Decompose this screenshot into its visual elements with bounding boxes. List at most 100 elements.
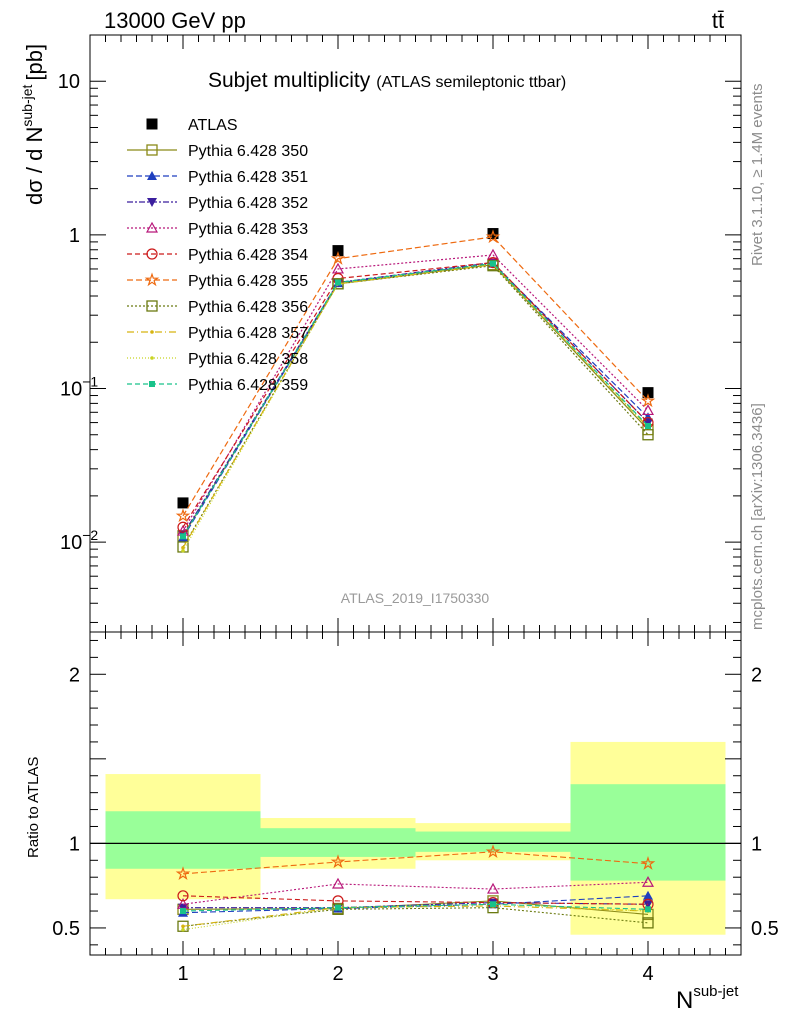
ratio-series-3: [176, 876, 655, 909]
legend-label-5: Pythia 6.428 354: [188, 247, 308, 264]
series-6: [175, 229, 656, 523]
rivet-version-label: Rivet 3.1.10, ≥ 1.4M events: [749, 84, 766, 267]
ratio-uncertainty-bands: [90, 741, 741, 935]
ratio-y-tick-left-1: 1: [69, 833, 80, 855]
ratio-series-5: [175, 844, 656, 881]
ratio-y-tick-left-2: 2: [69, 664, 80, 686]
main-plot-area: [175, 228, 656, 553]
ratio-series-9: [180, 901, 651, 915]
beam-energy-label: 13000 GeV pp: [104, 8, 246, 33]
series-10: [180, 260, 651, 540]
data-point-0-2: [487, 228, 499, 240]
ratio-y-tick-right-1: 1: [751, 833, 762, 855]
legend-entry-4: Pythia 6.428 353: [127, 221, 308, 238]
legend-entry-7: Pythia 6.428 356: [127, 299, 308, 316]
legend-label-10: Pythia 6.428 359: [188, 377, 308, 394]
y-axis-label: dσ / d Nsub-jet[pb]: [19, 44, 47, 205]
legend: ATLAS Pythia 6.428 350 Pythia 6.428 351 Pyt…: [127, 117, 308, 394]
data-point-6-3: [640, 393, 656, 408]
ratio-band-green-3: [570, 784, 726, 881]
data-point-7-3: [642, 429, 654, 441]
ratio-series-6: [177, 901, 654, 932]
x-tick-label-2: 3: [487, 963, 498, 985]
data-point-6-1: [330, 251, 346, 265]
x-axis-label: Nsub-jet: [676, 983, 739, 1014]
data-point-9-0: [181, 548, 185, 553]
legend-label-4: Pythia 6.428 353: [188, 221, 308, 238]
ratio-point-6-3: [642, 917, 654, 929]
ratio-point-5-0: [175, 866, 191, 881]
series-line-10: [182, 262, 649, 537]
legend-label-3: Pythia 6.428 352: [188, 195, 308, 212]
series-line-6: [182, 236, 649, 517]
legend-label-1: Pythia 6.428 350: [188, 143, 308, 160]
y-tick-label-3: 10−2: [60, 527, 98, 554]
data-point-0-0: [177, 497, 189, 509]
ratio-point-9-2: [490, 901, 496, 908]
legend-entry-10: Pythia 6.428 359: [127, 377, 308, 394]
y-tick-label-0: 10: [58, 71, 80, 93]
legend-label-0: ATLAS: [188, 117, 238, 134]
y-tick-label-2: 10−1: [60, 373, 98, 400]
legend-entry-8: Pythia 6.428 357: [127, 325, 308, 342]
data-point-10-0: [180, 533, 186, 540]
legend-label-2: Pythia 6.428 351: [188, 169, 308, 186]
ratio-point-5-3: [640, 855, 656, 870]
data-point-10-3: [645, 423, 651, 430]
data-point-0-1: [332, 245, 344, 257]
series-line-5: [182, 261, 649, 528]
ratio-point-8-0: [181, 927, 185, 932]
ratio-point-3-1: [331, 877, 345, 889]
legend-entry-2: Pythia 6.428 351: [127, 169, 308, 186]
data-point-10-1: [335, 279, 341, 286]
legend-entry-9: Pythia 6.428 358: [127, 351, 308, 368]
ratio-point-9-1: [335, 904, 341, 911]
ratio-point-5-1: [330, 854, 346, 869]
ratio-y-tick-right-2: 2: [751, 664, 762, 686]
ratio-point-7-0: [181, 924, 185, 929]
legend-label-7: Pythia 6.428 356: [188, 299, 308, 316]
x-tick-label-0: 1: [177, 963, 188, 985]
y-tick-label-1: 1: [69, 225, 80, 247]
ratio-point-4-0: [177, 890, 189, 902]
ratio-point-3-2: [486, 882, 500, 894]
ratio-y-axis-label: Ratio to ATLAS: [25, 757, 42, 858]
legend-label-6: Pythia 6.428 355: [188, 273, 308, 290]
ratio-point-2-3: [643, 900, 653, 910]
series-line-7: [182, 265, 649, 548]
ratio-plot-area: [175, 844, 656, 932]
ratio-y-tick-left-0: 0.5: [52, 918, 80, 940]
data-point-4-2: [486, 248, 500, 260]
data-point-7-1: [332, 278, 344, 290]
ratio-point-1-3: [643, 890, 653, 900]
series-0: [177, 228, 654, 509]
legend-entry-1: Pythia 6.428 350: [127, 143, 308, 160]
ratio-point-9-3: [645, 906, 651, 913]
series-line-8: [182, 264, 649, 548]
legend-entry-5: Pythia 6.428 354: [127, 247, 308, 264]
analysis-watermark: ATLAS_2019_I1750330: [341, 590, 490, 606]
ratio-point-3-3: [641, 876, 655, 887]
ratio-band-green-2: [415, 831, 571, 852]
legend-entry-0: ATLAS: [146, 117, 238, 134]
data-point-8-0: [181, 545, 185, 550]
data-point-4-3: [641, 404, 655, 416]
ratio-point-5-2: [485, 844, 501, 859]
ratio-band-green-0: [105, 811, 261, 869]
x-tick-label-1: 2: [332, 963, 343, 985]
legend-entry-6: Pythia 6.428 355: [127, 272, 308, 290]
legend-label-8: Pythia 6.428 357: [188, 325, 308, 342]
ratio-point-9-0: [180, 908, 186, 915]
data-point-6-0: [175, 508, 191, 523]
mcplots-label: mcplots.cern.ch [arXiv:1306.3436]: [749, 403, 766, 630]
series-line-3: [182, 261, 649, 535]
data-point-6-2: [485, 229, 501, 244]
ratio-y-tick-right-0: 0.5: [751, 918, 779, 940]
legend-label-9: Pythia 6.428 358: [188, 351, 308, 368]
data-point-0-3: [642, 387, 654, 399]
ratio-band-green-1: [260, 828, 416, 857]
process-label: tt̄: [712, 8, 724, 33]
legend-entry-3: Pythia 6.428 352: [127, 195, 308, 212]
ratio-point-6-1: [332, 903, 344, 915]
